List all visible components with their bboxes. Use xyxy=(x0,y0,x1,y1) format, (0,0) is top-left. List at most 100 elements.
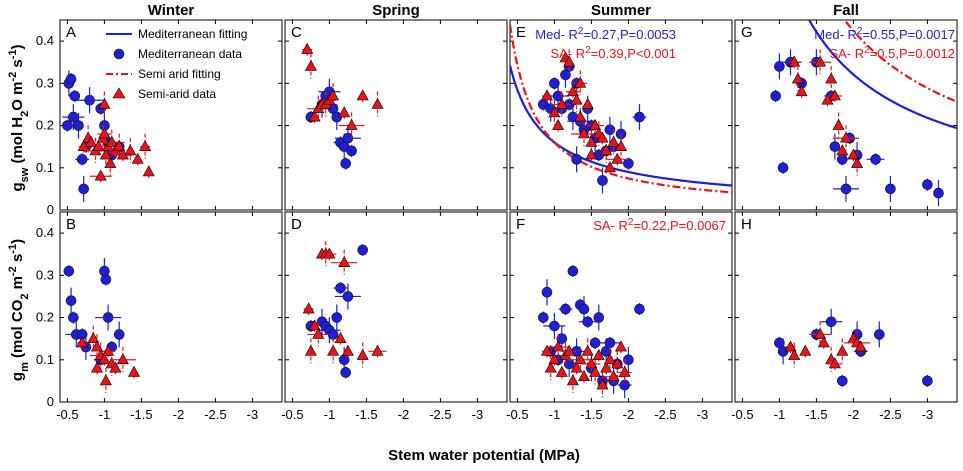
data-point-med xyxy=(68,312,79,323)
data-point-sa xyxy=(585,135,598,147)
data-point-sa xyxy=(603,353,616,365)
data-point-sa xyxy=(581,344,594,356)
data-point-sa xyxy=(574,353,587,365)
panel-frame-C xyxy=(284,19,508,211)
data-point-sa xyxy=(589,118,602,130)
plot-area-F xyxy=(537,265,645,399)
data-point-sa xyxy=(577,370,591,381)
data-point-sa xyxy=(98,127,111,139)
data-point-med xyxy=(922,375,933,387)
annotation-F-sa: SA- R2=0.22,P=0.0067 xyxy=(593,217,726,234)
data-point-med xyxy=(604,124,616,136)
data-point-sa xyxy=(854,340,867,352)
data-point-med xyxy=(589,337,601,349)
x-tick-label: -2.5 xyxy=(204,407,226,422)
data-point-sa xyxy=(124,144,137,156)
data-point-sa xyxy=(85,135,98,147)
data-point-sa xyxy=(836,144,849,156)
data-point-sa xyxy=(614,340,628,352)
data-point-med xyxy=(634,303,645,315)
data-point-med xyxy=(342,291,354,302)
season-title-spring: Spring xyxy=(372,2,420,19)
data-point-sa xyxy=(105,135,118,147)
data-point-med xyxy=(335,282,346,294)
x-tick-label: -0.5 xyxy=(56,407,78,422)
panel-C: C xyxy=(284,19,508,211)
data-point-med xyxy=(537,312,549,323)
x-tick-label: -1 xyxy=(324,407,336,422)
data-point-sa xyxy=(308,319,321,331)
data-point-sa xyxy=(555,97,568,109)
data-point-sa xyxy=(99,374,112,386)
panel-E: E xyxy=(509,19,733,211)
data-point-med xyxy=(922,179,933,190)
data-point-sa xyxy=(589,365,602,377)
data-point-med xyxy=(113,329,125,340)
data-point-med xyxy=(62,120,73,131)
data-point-med xyxy=(604,337,616,349)
data-point-sa xyxy=(570,93,583,105)
y-tick-label: 0.4 xyxy=(36,225,54,240)
data-point-sa xyxy=(338,256,351,267)
fit-line-med-G xyxy=(807,20,957,130)
x-tick-label: -2 xyxy=(623,407,635,422)
data-point-med xyxy=(560,303,571,315)
x-tick-label: -2.5 xyxy=(654,407,676,422)
data-point-sa xyxy=(566,374,579,386)
x-tick-label: -2 xyxy=(173,407,185,422)
plot-area-G xyxy=(770,20,957,207)
x-tick-label: -1 xyxy=(549,407,561,422)
data-point-sa xyxy=(814,55,827,67)
legend-label-sa-data: Semi-arid data xyxy=(138,87,216,101)
data-point-sa xyxy=(577,127,591,139)
data-point-sa xyxy=(570,361,583,373)
x-tick-label: -3 xyxy=(922,407,934,422)
data-point-sa xyxy=(611,357,624,369)
y-tick-label: 0.1 xyxy=(36,352,54,367)
data-point-sa xyxy=(341,344,354,356)
x-tick-label: -1 xyxy=(99,407,111,422)
x-tick-label: -0.5 xyxy=(281,407,303,422)
data-point-sa xyxy=(611,152,624,164)
panel-frame-D xyxy=(284,211,508,403)
data-point-sa xyxy=(90,340,104,352)
y-tick-label: 0.2 xyxy=(36,310,54,325)
panel-frame-F xyxy=(509,211,733,403)
data-point-med xyxy=(65,295,77,306)
panel-letter-A: A xyxy=(66,24,76,41)
data-point-med xyxy=(541,286,553,298)
data-point-med xyxy=(556,333,568,344)
data-point-sa xyxy=(540,89,554,101)
data-point-med xyxy=(777,162,789,174)
data-point-sa xyxy=(87,332,100,343)
data-point-sa xyxy=(574,110,587,122)
x-tick-label: -1.5 xyxy=(580,407,602,422)
data-point-med xyxy=(552,90,564,102)
data-point-sa xyxy=(851,156,864,168)
data-point-med xyxy=(840,183,852,195)
data-point-sa xyxy=(607,135,620,147)
data-point-med xyxy=(102,312,114,323)
x-tick-label: -1.5 xyxy=(805,407,827,422)
y-axis-label-gsw: gsw (mol H2O m-2 s-1) xyxy=(7,44,31,191)
y-tick-label: 0 xyxy=(47,202,54,217)
annotation-E-med: Med- R2=0.27,P=0.0053 xyxy=(535,26,676,43)
x-tick-label: -1.5 xyxy=(355,407,377,422)
legend-label-med-fit: Mediterranean fitting xyxy=(138,27,247,41)
legend-swatch-med-data xyxy=(113,48,125,60)
plot-area-C xyxy=(301,42,384,170)
fit-line-sa-G xyxy=(843,20,957,103)
panel-letter-E: E xyxy=(516,24,526,41)
panel-F: F -0.5 -1 -1.5 -2 -2.5 -3 xyxy=(506,211,733,422)
panels-group: A 0 0.1 0.2 0.3 0.4 C E G B -0.5 -1 -1.5 -2 -2.5 -3 0 0.1… xyxy=(36,19,958,422)
annotation-G-sa: SA- R2=0.5,P=0.0012 xyxy=(829,45,955,62)
data-point-sa xyxy=(828,89,841,101)
data-point-med xyxy=(73,120,84,131)
data-point-med xyxy=(549,78,560,89)
season-title-winter: Winter xyxy=(148,2,195,19)
season-title-summer: Summer xyxy=(591,2,651,19)
data-point-sa xyxy=(304,344,317,356)
plot-area-H xyxy=(774,308,933,387)
data-point-sa xyxy=(104,156,117,168)
